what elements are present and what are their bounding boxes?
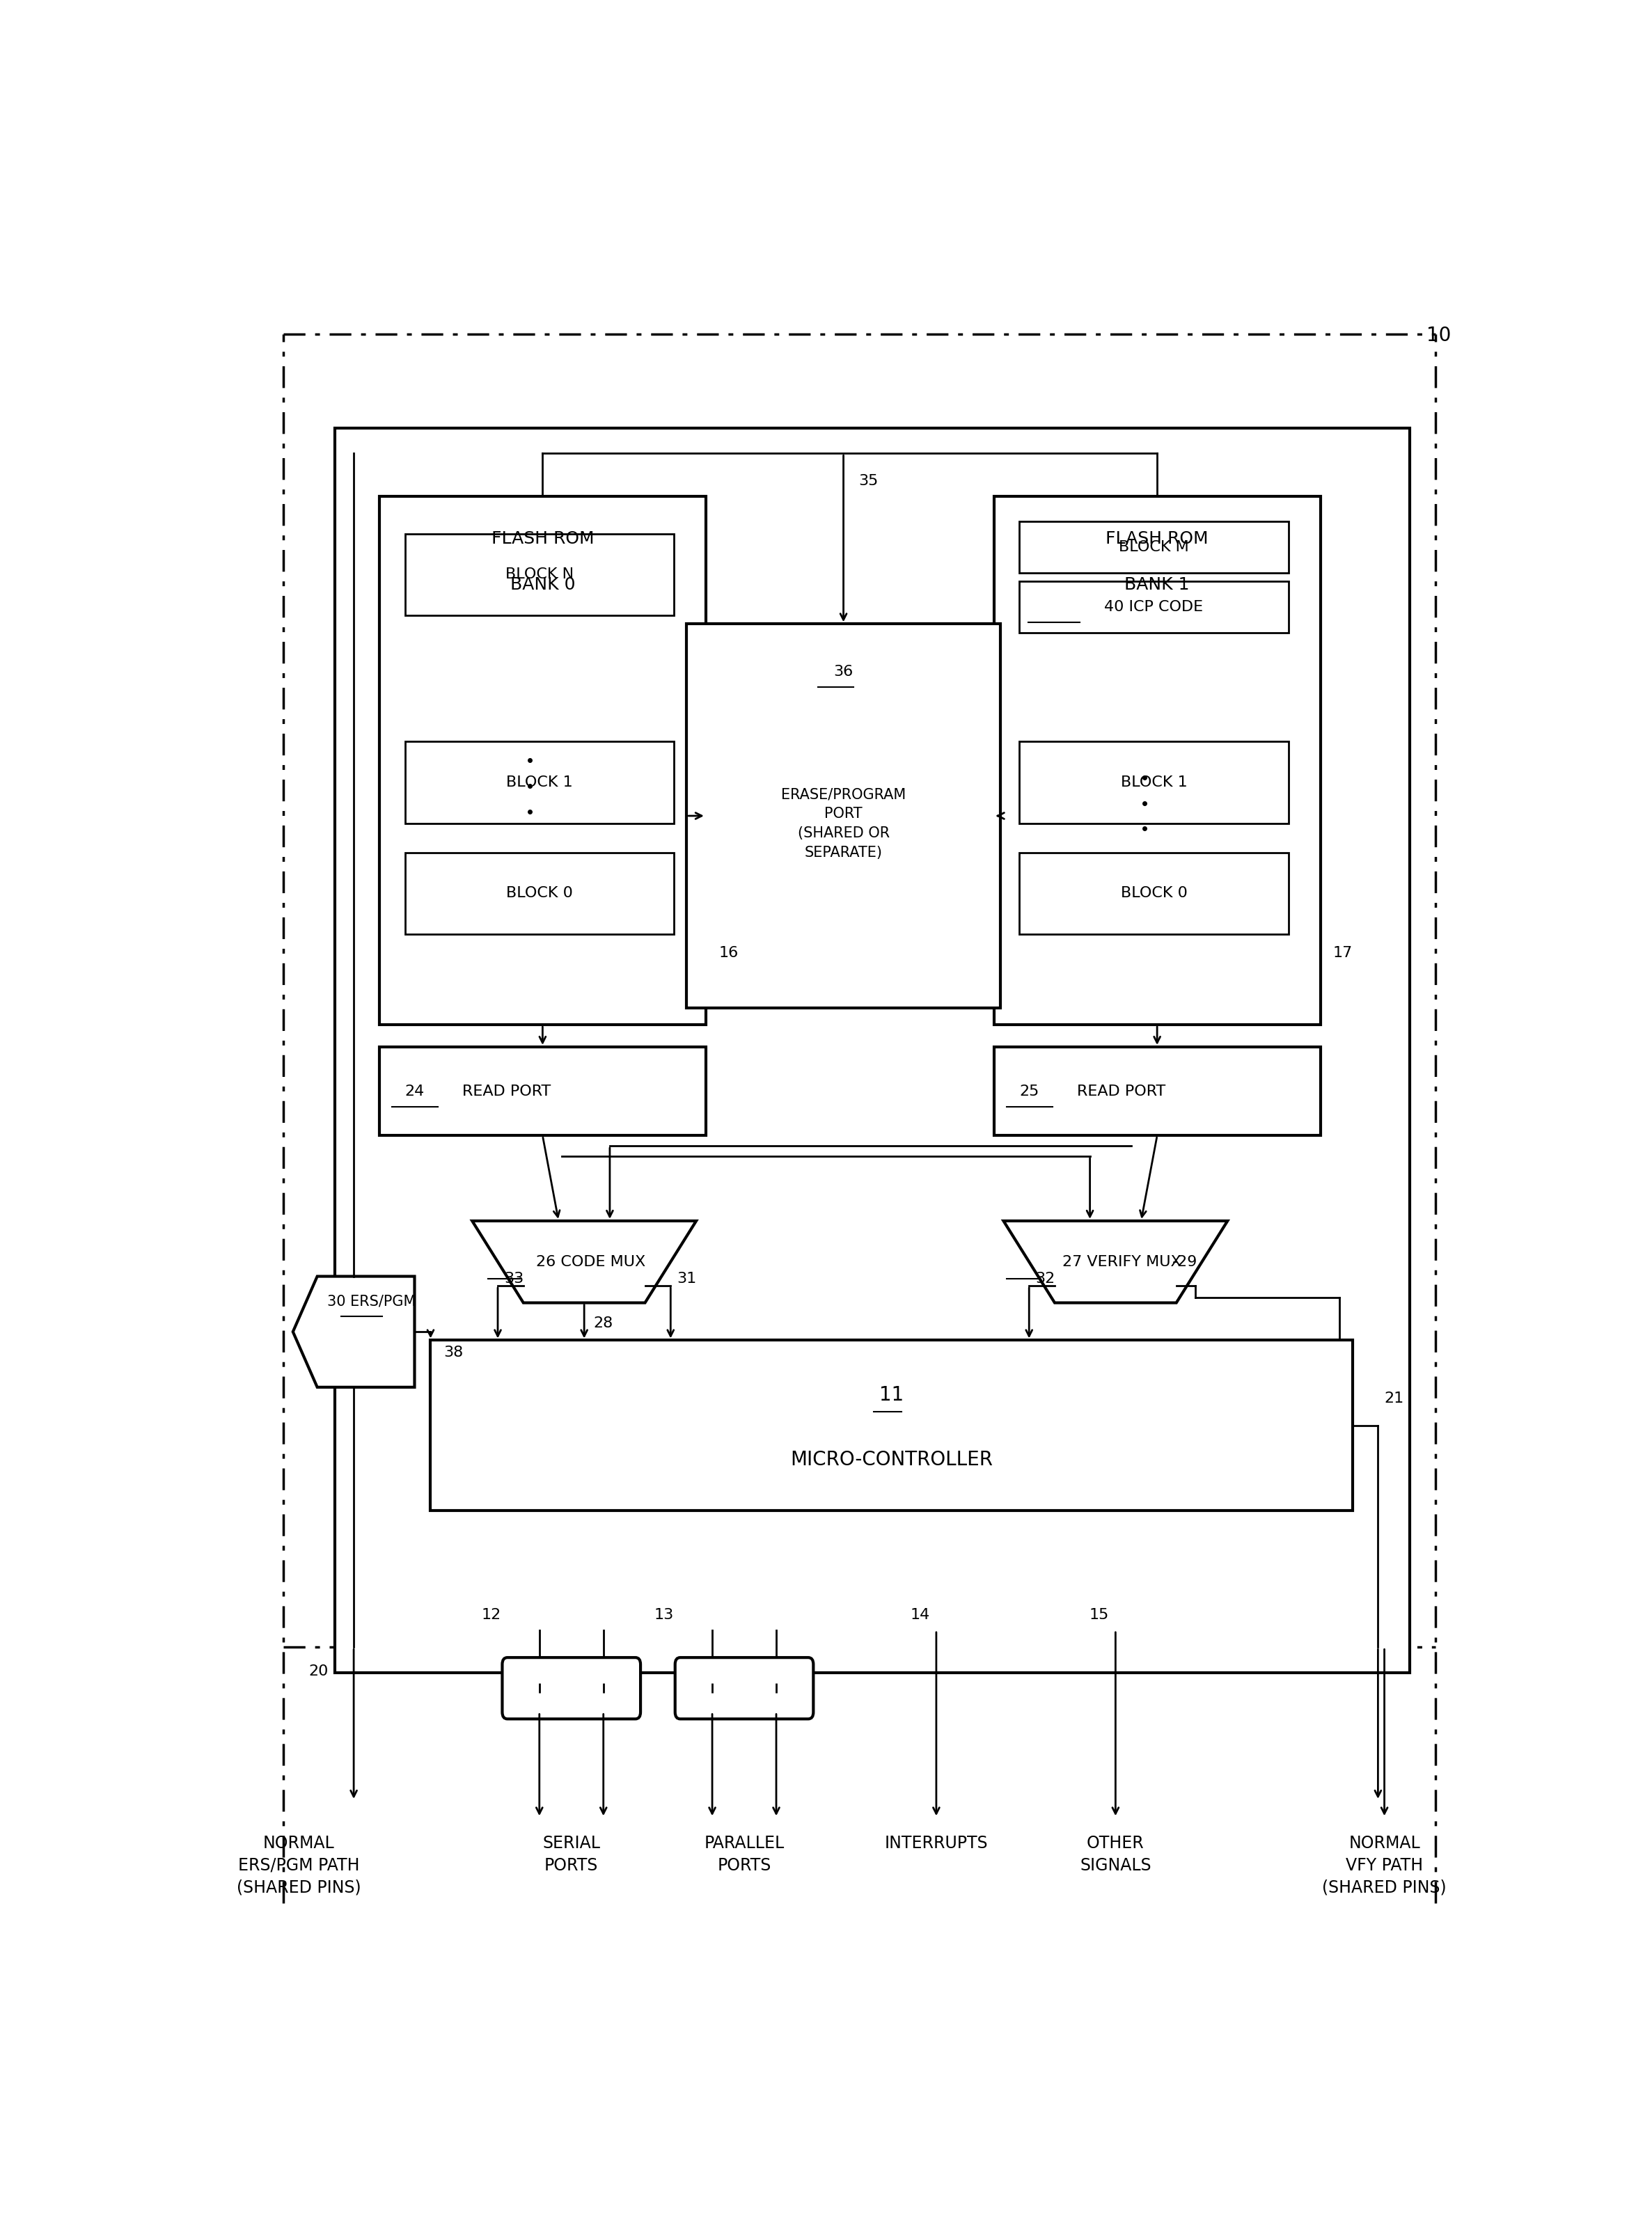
Text: BLOCK M: BLOCK M [1118,540,1189,554]
Bar [334,427,1411,1672]
Bar [431,1340,1353,1511]
Bar [1019,523,1289,574]
Bar [405,742,674,824]
Text: FLASH ROM: FLASH ROM [1105,529,1209,547]
Text: INTERRUPTS: INTERRUPTS [884,1834,988,1852]
Bar [1019,853,1289,935]
Polygon shape [472,1220,695,1302]
Polygon shape [292,1276,415,1387]
Text: SERIAL
PORTS: SERIAL PORTS [542,1834,600,1874]
Bar [1019,742,1289,824]
Text: 35: 35 [859,474,879,487]
Bar [687,625,1001,1008]
Text: 16: 16 [719,946,738,959]
Text: 30 ERS/PGM: 30 ERS/PGM [327,1294,416,1309]
Text: BANK 1: BANK 1 [1125,576,1189,594]
Text: NORMAL
ERS/PGM PATH
(SHARED PINS): NORMAL ERS/PGM PATH (SHARED PINS) [236,1834,360,1896]
Text: PARALLEL
PORTS: PARALLEL PORTS [704,1834,785,1874]
Text: 12: 12 [481,1608,501,1621]
Bar [380,496,705,1026]
Text: 32: 32 [1036,1271,1056,1285]
FancyBboxPatch shape [502,1657,641,1719]
Bar [1019,580,1289,633]
Text: 15: 15 [1089,1608,1108,1621]
Bar [380,1048,705,1136]
Text: BLOCK 0: BLOCK 0 [1120,886,1188,902]
Text: NORMAL
VFY PATH
(SHARED PINS): NORMAL VFY PATH (SHARED PINS) [1322,1834,1447,1896]
Text: BLOCK 1: BLOCK 1 [1120,775,1188,789]
Polygon shape [1003,1220,1227,1302]
Text: 14: 14 [910,1608,930,1621]
Text: 20: 20 [309,1663,329,1679]
Text: READ PORT: READ PORT [463,1085,552,1099]
Bar [405,534,674,616]
Text: READ PORT: READ PORT [1077,1085,1166,1099]
Text: 21: 21 [1384,1391,1404,1404]
Text: BANK 0: BANK 0 [510,576,575,594]
Text: 27 VERIFY MUX: 27 VERIFY MUX [1062,1256,1181,1269]
Text: 10: 10 [1426,326,1450,346]
Text: 25: 25 [1019,1085,1039,1099]
Text: FLASH ROM: FLASH ROM [491,529,595,547]
Bar [405,853,674,935]
FancyBboxPatch shape [676,1657,813,1719]
Text: 26 CODE MUX: 26 CODE MUX [535,1256,646,1269]
Text: ERASE/PROGRAM
PORT
(SHARED OR
SEPARATE): ERASE/PROGRAM PORT (SHARED OR SEPARATE) [781,786,905,859]
Text: BLOCK N: BLOCK N [506,567,573,583]
Text: 17: 17 [1333,946,1353,959]
Text: BLOCK 1: BLOCK 1 [506,775,573,789]
Bar [995,496,1320,1026]
Text: 33: 33 [504,1271,524,1285]
Text: MICRO-CONTROLLER: MICRO-CONTROLLER [790,1451,993,1469]
Text: BLOCK 0: BLOCK 0 [506,886,573,902]
Text: 11: 11 [879,1384,904,1404]
Text: 31: 31 [677,1271,697,1285]
Bar [995,1048,1320,1136]
Text: 28: 28 [593,1316,613,1331]
Text: 40 ICP CODE: 40 ICP CODE [1105,600,1203,614]
Text: -29: -29 [1173,1254,1198,1269]
Text: 24: 24 [405,1085,425,1099]
Text: 13: 13 [654,1608,674,1621]
Text: 36: 36 [834,664,854,678]
Text: 38: 38 [443,1345,463,1360]
Text: OTHER
SIGNALS: OTHER SIGNALS [1080,1834,1151,1874]
